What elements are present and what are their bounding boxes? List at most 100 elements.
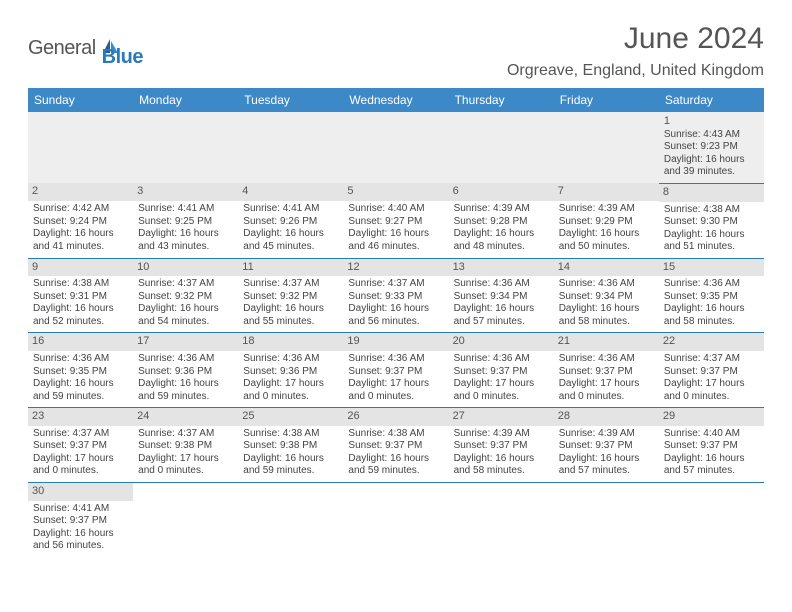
day-detail: Sunrise: 4:38 AM — [33, 278, 128, 291]
day-detail: Daylight: 16 hours — [33, 303, 128, 316]
day-number: 20 — [449, 333, 554, 351]
day-detail: Daylight: 16 hours — [559, 453, 654, 466]
day-detail: Sunrise: 4:41 AM — [33, 503, 128, 516]
day-cell: 20 Sunrise: 4:36 AMSunset: 9:37 PMDayligh… — [449, 333, 554, 408]
day-detail: and 58 minutes. — [559, 316, 654, 329]
day-detail: and 0 minutes. — [348, 391, 443, 404]
day-detail: Sunrise: 4:39 AM — [454, 203, 549, 216]
day-detail: Sunrise: 4:36 AM — [138, 353, 233, 366]
day-cell: 11Sunrise: 4:37 AMSunset: 9:32 PMDayligh… — [238, 258, 343, 333]
calendar-week: 1Sunrise: 4:43 AMSunset: 9:23 PMDaylight… — [28, 112, 764, 183]
day-detail: Sunset: 9:37 PM — [454, 366, 549, 379]
day-detail: Sunset: 9:37 PM — [348, 440, 443, 453]
day-detail: Sunset: 9:32 PM — [138, 291, 233, 304]
day-detail: and 39 minutes. — [664, 166, 759, 179]
day-number: 8 — [659, 184, 764, 202]
logo: General Blue — [28, 28, 143, 69]
day-detail: Sunset: 9:34 PM — [454, 291, 549, 304]
day-detail: Daylight: 17 hours — [348, 378, 443, 391]
logo-text-blue: Blue — [102, 46, 143, 68]
day-number: 9 — [28, 259, 133, 277]
day-number: 28 — [554, 408, 659, 426]
day-detail: Sunrise: 4:37 AM — [243, 278, 338, 291]
day-detail: Daylight: 16 hours — [243, 453, 338, 466]
day-detail: Daylight: 16 hours — [664, 154, 759, 167]
day-cell: 28Sunrise: 4:39 AMSunset: 9:37 PMDayligh… — [554, 408, 659, 483]
day-detail: Sunset: 9:34 PM — [559, 291, 654, 304]
day-detail: Daylight: 16 hours — [243, 228, 338, 241]
day-detail: Daylight: 16 hours — [559, 303, 654, 316]
day-detail: Daylight: 17 hours — [559, 378, 654, 391]
day-detail: and 56 minutes. — [348, 316, 443, 329]
day-cell: 29 Sunrise: 4:40 AMSunset: 9:37 PMDayligh… — [659, 408, 764, 483]
day-detail: and 59 minutes. — [33, 391, 128, 404]
day-detail: Sunrise: 4:40 AM — [664, 428, 759, 441]
empty-cell — [28, 112, 133, 183]
day-number: 12 — [343, 259, 448, 277]
day-number: 4 — [238, 183, 343, 201]
calendar-week: 23Sunrise: 4:37 AMSunset: 9:37 PMDayligh… — [28, 408, 764, 483]
day-number: 1 — [664, 115, 759, 129]
day-cell: 7Sunrise: 4:39 AMSunset: 9:29 PMDaylight… — [554, 183, 659, 258]
day-detail: Sunrise: 4:42 AM — [33, 203, 128, 216]
day-cell: 2Sunrise: 4:42 AMSunset: 9:24 PMDaylight… — [28, 183, 133, 258]
day-header: Monday — [133, 88, 238, 112]
day-detail: Sunset: 9:30 PM — [664, 216, 759, 229]
day-detail: Sunrise: 4:39 AM — [559, 203, 654, 216]
empty-cell — [133, 482, 238, 556]
calendar-table: SundayMondayTuesdayWednesdayThursdayFrid… — [28, 88, 764, 557]
day-header: Saturday — [659, 88, 764, 112]
day-cell: 16Sunrise: 4:36 AMSunset: 9:35 PMDayligh… — [28, 333, 133, 408]
day-detail: and 58 minutes. — [664, 316, 759, 329]
day-detail: Sunset: 9:29 PM — [559, 216, 654, 229]
day-detail: Sunrise: 4:36 AM — [454, 353, 549, 366]
day-detail: and 0 minutes. — [138, 465, 233, 478]
day-detail: Sunset: 9:37 PM — [33, 440, 128, 453]
day-detail: Daylight: 17 hours — [454, 378, 549, 391]
day-number: 22 — [659, 333, 764, 351]
day-header: Tuesday — [238, 88, 343, 112]
day-detail: Daylight: 16 hours — [454, 228, 549, 241]
day-detail: Sunrise: 4:37 AM — [138, 278, 233, 291]
day-number: 23 — [28, 408, 133, 426]
day-detail: Sunrise: 4:41 AM — [243, 203, 338, 216]
day-detail: Sunrise: 4:43 AM — [664, 129, 759, 142]
day-detail: Daylight: 16 hours — [664, 453, 759, 466]
day-detail: Sunset: 9:37 PM — [559, 366, 654, 379]
day-detail: Daylight: 16 hours — [664, 303, 759, 316]
day-detail: Sunrise: 4:38 AM — [664, 204, 759, 217]
day-detail: Sunrise: 4:37 AM — [138, 428, 233, 441]
day-number: 13 — [449, 259, 554, 277]
day-detail: Daylight: 16 hours — [138, 228, 233, 241]
day-detail: Sunset: 9:37 PM — [664, 440, 759, 453]
day-detail: Sunrise: 4:39 AM — [559, 428, 654, 441]
day-number: 24 — [133, 408, 238, 426]
empty-cell — [238, 112, 343, 183]
calendar-week: 30Sunrise: 4:41 AMSunset: 9:37 PMDayligh… — [28, 482, 764, 556]
day-number: 29 — [659, 408, 764, 426]
day-cell: 3Sunrise: 4:41 AMSunset: 9:25 PMDaylight… — [133, 183, 238, 258]
day-cell: 23Sunrise: 4:37 AMSunset: 9:37 PMDayligh… — [28, 408, 133, 483]
day-detail: Daylight: 16 hours — [664, 229, 759, 242]
calendar-week: 16Sunrise: 4:36 AMSunset: 9:35 PMDayligh… — [28, 333, 764, 408]
day-number: 2 — [28, 183, 133, 201]
day-cell: 22Sunrise: 4:37 AMSunset: 9:37 PMDayligh… — [659, 333, 764, 408]
day-number: 18 — [238, 333, 343, 351]
day-detail: and 56 minutes. — [33, 540, 128, 553]
day-cell: 15Sunrise: 4:36 AMSunset: 9:35 PMDayligh… — [659, 258, 764, 333]
day-number: 16 — [28, 333, 133, 351]
day-number: 10 — [133, 259, 238, 277]
day-cell: 12Sunrise: 4:37 AMSunset: 9:33 PMDayligh… — [343, 258, 448, 333]
logo-text-general: General — [28, 37, 96, 60]
day-cell: 5Sunrise: 4:40 AMSunset: 9:27 PMDaylight… — [343, 183, 448, 258]
day-cell: 18Sunrise: 4:36 AMSunset: 9:36 PMDayligh… — [238, 333, 343, 408]
day-detail: Daylight: 16 hours — [559, 228, 654, 241]
day-detail: Sunset: 9:37 PM — [664, 366, 759, 379]
day-detail: Daylight: 17 hours — [243, 378, 338, 391]
day-detail: Sunrise: 4:37 AM — [348, 278, 443, 291]
day-detail: Sunset: 9:38 PM — [243, 440, 338, 453]
day-detail: and 43 minutes. — [138, 241, 233, 254]
day-detail: Sunset: 9:31 PM — [33, 291, 128, 304]
day-detail: Sunrise: 4:36 AM — [559, 278, 654, 291]
day-header: Friday — [554, 88, 659, 112]
